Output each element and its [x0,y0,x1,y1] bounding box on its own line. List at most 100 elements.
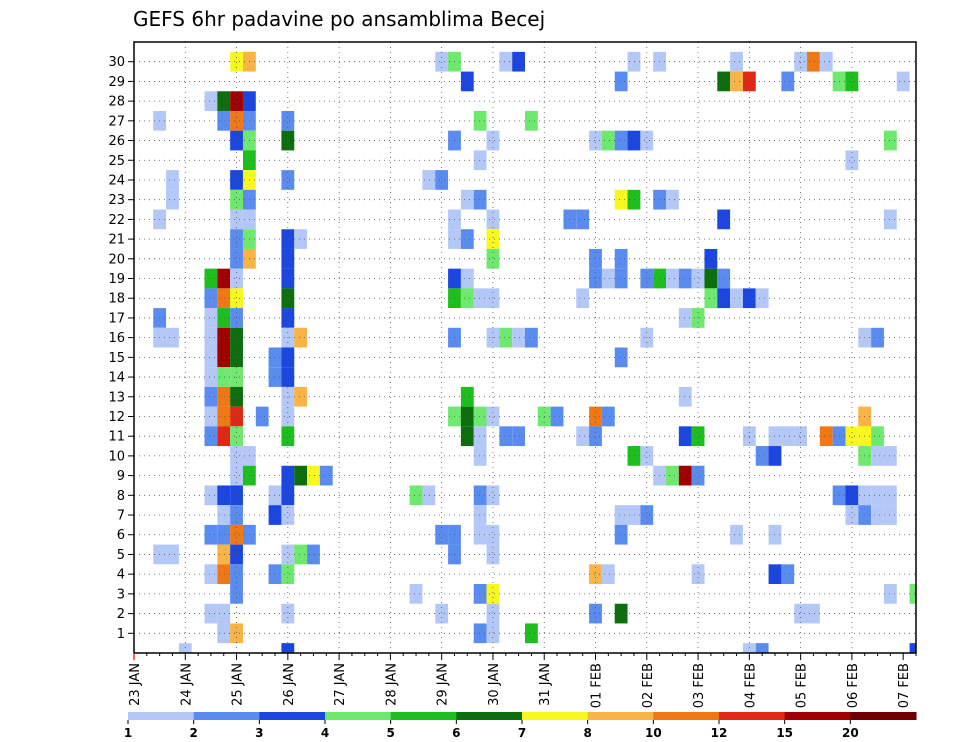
heatmap-cell [281,248,295,269]
y-tick-label: 30 [108,55,125,70]
x-tick-label: 06 FEB [846,663,861,708]
x-tick-label: 27 JAN [333,663,348,706]
y-tick-label: 2 [117,607,125,622]
heatmap-cell [499,426,513,447]
x-tick-label: 03 FEB [692,663,707,708]
heatmap-cell [473,406,487,427]
heatmap-cell [230,386,243,407]
heatmap-cell [473,446,487,466]
y-tick-label: 23 [108,193,125,208]
legend-swatch [653,712,720,720]
heatmap-cell [460,288,474,309]
heatmap-cell [217,386,231,407]
heatmap-cell [217,524,231,545]
heatmap-cell [627,130,641,151]
heatmap-cell [166,327,179,348]
heatmap-cell [691,564,705,585]
heatmap-cell [512,51,525,72]
heatmap-cell [217,268,231,289]
y-tick-label: 27 [108,114,125,129]
heatmap-cell [717,288,731,309]
heatmap-cell [435,603,449,624]
y-tick-label: 1 [117,627,125,642]
heatmap-cell [409,485,423,506]
heatmap-cell [217,623,231,644]
heatmap-cell [614,130,628,151]
y-axis: 1234567891011121314151617181920212223242… [108,55,134,642]
heatmap-cell [589,426,602,447]
heatmap-cell [678,268,692,289]
heatmap-cell [230,209,243,230]
heatmap-cell [576,426,590,447]
heatmap-cell [883,209,897,230]
heatmap-cell [230,170,243,190]
x-tick-label: 07 FEB [897,663,912,708]
legend-swatch [193,712,260,720]
heatmap-cell [589,406,602,427]
y-tick-label: 21 [108,233,125,248]
heatmap-cell [204,91,218,111]
y-tick-label: 24 [108,173,125,188]
heatmap-cell [217,288,231,309]
heatmap-cells [153,51,916,653]
heatmap-cell [473,288,487,309]
heatmap-cell [281,268,295,289]
heatmap-cell [627,189,641,210]
heatmap-cell [217,91,231,111]
legend-label: 1 [124,726,132,740]
heatmap-cell [525,623,538,644]
heatmap-cell [230,189,243,210]
heatmap-cell [281,406,295,427]
y-tick-label: 6 [117,528,125,543]
y-tick-label: 10 [108,449,125,464]
heatmap-cell [230,91,243,111]
heatmap-cell [794,426,808,447]
heatmap-cell [794,51,808,72]
heatmap-cell [576,209,590,230]
heatmap-cell [755,643,769,653]
y-tick-label: 22 [108,213,125,228]
heatmap-cell [627,505,641,525]
heatmap-cell [230,623,243,644]
heatmap-cell [204,406,218,427]
y-tick-label: 18 [108,292,125,307]
heatmap-cell [204,564,218,585]
x-tick-label: 30 JAN [487,663,502,706]
heatmap-cell [678,386,692,407]
heatmap-cell [871,446,884,466]
heatmap-cell [486,485,500,506]
y-tick-label: 28 [108,95,125,110]
y-tick-label: 26 [108,134,125,149]
legend-label: 2 [189,726,197,740]
y-tick-label: 16 [108,331,125,346]
heatmap-cell [512,327,525,348]
heatmap-cell [460,386,474,407]
legend-label: 6 [452,726,460,740]
heatmap-cell [230,130,243,151]
x-tick-label: 31 JAN [538,663,553,706]
legend-label: 20 [842,726,859,740]
heatmap-cell [204,288,218,309]
heatmap-cell [204,347,218,368]
heatmap-cell [589,564,602,585]
heatmap-cell [666,189,679,210]
y-tick-label: 8 [117,489,125,504]
y-tick-label: 19 [108,272,125,287]
heatmap-cell [460,268,474,289]
heatmap-cell [601,130,615,151]
y-tick-label: 12 [108,410,125,425]
heatmap-cell [281,505,295,525]
heatmap-cell [230,505,243,525]
heatmap-cell [217,603,231,624]
y-tick-label: 4 [117,568,125,583]
heatmap-cell [589,268,602,289]
heatmap-cell [217,544,231,565]
x-tick-label: 01 FEB [590,663,605,708]
y-tick-label: 25 [108,154,125,169]
heatmap-cell [666,268,679,289]
heatmap-cell [281,386,295,407]
heatmap-cell [601,406,615,427]
heatmap-cell [704,288,718,309]
heatmap-cell [704,268,718,289]
